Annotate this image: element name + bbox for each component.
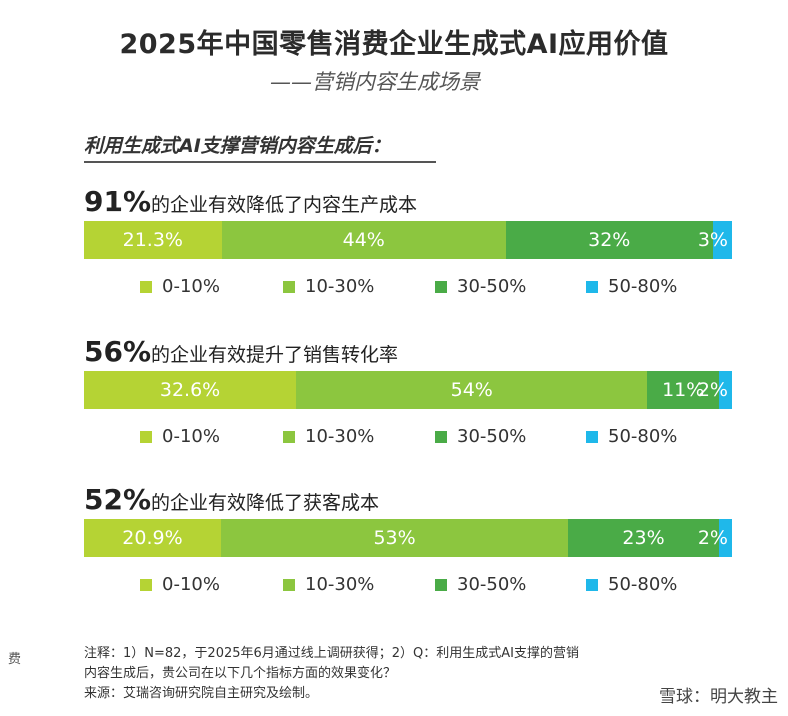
headline-text: 的企业有效降低了获客成本 [151, 492, 380, 514]
legend-label: 50-80% [608, 574, 678, 595]
legend-item: 50-80% [586, 574, 677, 595]
legend-label: 50-80% [608, 426, 678, 447]
legend-label: 10-30% [305, 276, 375, 297]
chart-3-headline: 52%的企业有效降低了获客成本 [84, 483, 379, 516]
legend-swatch [435, 280, 447, 293]
legend-swatch [283, 578, 295, 591]
legend-swatch [586, 578, 598, 591]
bar-segment-0-10%: 20.9% [84, 519, 221, 557]
legend-label: 0-10% [162, 276, 220, 297]
chart-1-bar: 21.3% 44% 32% 3% [84, 221, 732, 259]
legend-item: 30-50% [435, 574, 526, 595]
intro-text: 利用生成式AI支撑营销内容生成后： [84, 135, 391, 157]
legend-swatch [140, 430, 152, 443]
legend-swatch [586, 280, 598, 293]
headline-text: 的企业有效降低了内容生产成本 [151, 194, 418, 216]
footnote-source: 来源：艾瑞咨询研究院自主研究及绘制。 [84, 686, 319, 701]
legend-swatch [435, 578, 447, 591]
bar-segment-10-30%: 54% [296, 371, 648, 409]
legend-swatch [140, 578, 152, 591]
footnote: 注释：1）N=82，于2025年6月通过线上调研获得；2）Q：利用生成式AI支撑… [84, 644, 744, 704]
headline-percent: 56% [84, 335, 152, 368]
bar-segment-30-50%: 32% [505, 221, 713, 259]
chart-2-bar: 32.6%54%11%2% [84, 371, 732, 409]
legend-swatch [140, 280, 152, 293]
legend-item: 10-30% [283, 426, 374, 447]
chart-3-bar: 20.9%53%23%2% [84, 519, 732, 557]
legend-item: 0-10% [140, 276, 220, 297]
legend-label: 30-50% [457, 276, 527, 297]
chart-3-legend: 0-10% 10-30% 30-50% 50-80% [0, 574, 788, 598]
chart-2-legend: 0-10% 10-30% 30-50% 50-80% [0, 426, 788, 450]
bar-segment-0-10%: 32.6% [84, 371, 297, 409]
legend-item: 0-10% [140, 574, 220, 595]
headline-percent: 91% [84, 185, 152, 218]
legend-item: 30-50% [435, 276, 526, 297]
legend-item: 50-80% [586, 426, 677, 447]
headline-percent: 52% [84, 483, 152, 516]
bar-segment-30-50%: 11% [647, 371, 719, 409]
bar-segment-50-80%: 2% [698, 371, 732, 409]
legend-swatch [586, 430, 598, 443]
legend-swatch [283, 430, 295, 443]
legend-item: 50-80% [586, 276, 677, 297]
legend-swatch [283, 280, 295, 293]
chart-1-headline: 91%的企业有效降低了内容生产成本 [84, 185, 417, 218]
bar-segment-10-30%: 53% [220, 519, 569, 557]
bar-segment-50-80%: 3% [698, 221, 732, 259]
footnote-line-1: 注释：1）N=82，于2025年6月通过线上调研获得；2）Q：利用生成式AI支撑… [84, 646, 580, 661]
watermark: 雪球：明大教主 [659, 687, 778, 707]
chart-2-headline: 56%的企业有效提升了销售转化率 [84, 335, 398, 368]
legend-label: 30-50% [457, 426, 527, 447]
legend-label: 50-80% [608, 276, 678, 297]
legend-swatch [435, 430, 447, 443]
legend-label: 0-10% [162, 426, 220, 447]
legend-item: 10-30% [283, 276, 374, 297]
legend-item: 30-50% [435, 426, 526, 447]
footnote-line-2: 内容生成后，贵公司在以下几个指标方面的效果变化？ [84, 666, 397, 681]
legend-label: 30-50% [457, 574, 527, 595]
chart-title: 2025年中国零售消费企业生成式AI应用价值 [119, 29, 669, 60]
side-mark: 费 [8, 652, 22, 667]
legend-label: 10-30% [305, 426, 375, 447]
chart-subtitle: ——营销内容生成场景 [270, 70, 480, 94]
legend-item: 10-30% [283, 574, 374, 595]
legend-item: 0-10% [140, 426, 220, 447]
headline-text: 的企业有效提升了销售转化率 [151, 344, 399, 366]
chart-1-legend: 0-10% 10-30% 30-50% 50-80% [0, 276, 788, 300]
bar-segment-50-80%: 2% [698, 519, 732, 557]
bar-segment-30-50%: 23% [568, 519, 719, 557]
bar-segment-10-30%: 44% [221, 221, 506, 259]
legend-label: 10-30% [305, 574, 375, 595]
intro-underline [84, 161, 436, 163]
legend-label: 0-10% [162, 574, 220, 595]
bar-segment-0-10%: 21.3% [84, 221, 222, 259]
